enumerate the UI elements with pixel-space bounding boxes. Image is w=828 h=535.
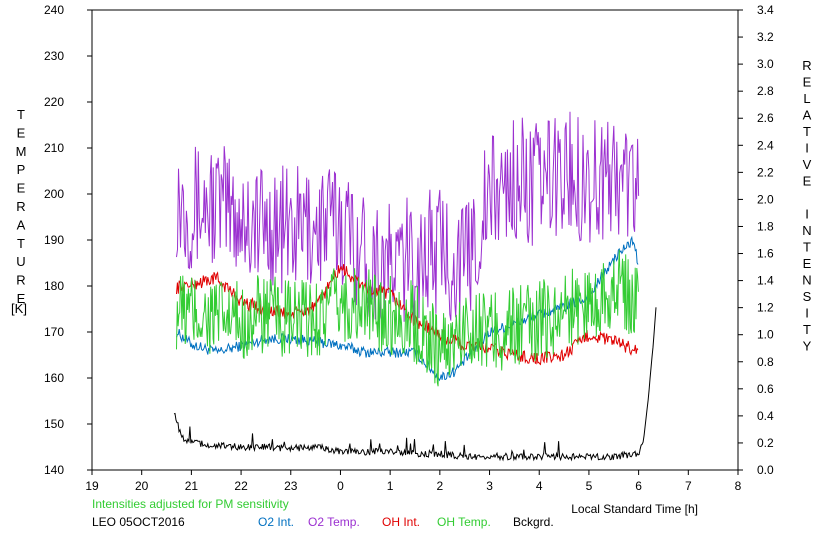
y-left-tick-label: 200: [44, 187, 64, 201]
series-line-oh-temp: [176, 249, 639, 387]
x-tick-label: 3: [486, 479, 493, 493]
note-text: Intensities adjusted for PM sensitivity: [92, 497, 289, 511]
x-tick-label: 5: [586, 479, 593, 493]
series-line-bckgrd: [173, 307, 657, 462]
legend-item: O2 Temp.: [308, 515, 360, 529]
x-tick-label: 6: [635, 479, 642, 493]
y-right-tick-label: 2.8: [757, 84, 774, 98]
x-tick-label: 21: [185, 479, 199, 493]
x-tick-label: 1: [387, 479, 394, 493]
x-tick-label: 2: [437, 479, 444, 493]
y-left-tick-label: 140: [44, 463, 64, 477]
y-right-tick-label: 3.0: [757, 57, 774, 71]
series-line-o2-temp: [176, 111, 640, 322]
legend-item: OH Temp.: [437, 515, 491, 529]
y-left-tick-label: 190: [44, 233, 64, 247]
y-right-tick-label: 0.8: [757, 355, 774, 369]
y-right-tick-label: 2.2: [757, 165, 774, 179]
y-right-tick-label: 1.0: [757, 328, 774, 342]
y-left-tick-label: 210: [44, 141, 64, 155]
x-tick-label: 8: [735, 479, 742, 493]
legend: O2 Int. O2 Temp. OH Int. OH Temp. Bckgrd.: [258, 515, 554, 529]
tick-labels: 19 20 21 22 23 0 1 2 3 4 5 6 7 8140150160170180190200…: [44, 3, 774, 493]
x-tick-label: 22: [234, 479, 248, 493]
x-tick-label: 7: [685, 479, 692, 493]
y-right-tick-label: 2.6: [757, 111, 774, 125]
y-right-tick-label: 0.4: [757, 409, 774, 423]
y-right-tick-label: 0.2: [757, 436, 774, 450]
y-right-tick-label: 1.4: [757, 274, 774, 288]
y-right-tick-label: 2.0: [757, 192, 774, 206]
y-left-tick-label: 240: [44, 3, 64, 17]
y-left-tick-label: 160: [44, 371, 64, 385]
series-layer: [173, 111, 657, 462]
plot-frame: [91, 9, 739, 471]
x-tick-label: 20: [135, 479, 149, 493]
y-right-tick-label: 2.4: [757, 138, 774, 152]
y-right-tick-label: 0.0: [757, 463, 774, 477]
x-tick-label: 0: [337, 479, 344, 493]
axis-ticks: [87, 9, 743, 475]
x-axis-label: Local Standard Time [h]: [571, 502, 698, 516]
y-right-tick-label: 0.6: [757, 382, 774, 396]
y-left-tick-label: 220: [44, 95, 64, 109]
y-right-tick-label: 3.2: [757, 30, 774, 44]
x-tick-label: 19: [85, 479, 99, 493]
series-line-oh-int: [176, 264, 639, 366]
y-left-tick-label: 230: [44, 49, 64, 63]
legend-item: O2 Int.: [258, 515, 294, 529]
y-axis-left-unit: [K]: [11, 301, 27, 316]
y-right-tick-label: 1.2: [757, 301, 774, 315]
series-line-o2-int: [176, 235, 639, 382]
x-tick-label: 23: [284, 479, 298, 493]
y-left-tick-label: 170: [44, 325, 64, 339]
y-left-tick-label: 150: [44, 417, 64, 431]
y-left-tick-label: 180: [44, 279, 64, 293]
y-right-tick-label: 1.6: [757, 247, 774, 261]
y-right-tick-label: 1.8: [757, 219, 774, 233]
y-right-tick-label: 3.4: [757, 3, 774, 17]
station-date-text: LEO 05OCT2016: [92, 515, 185, 529]
legend-item: OH Int.: [382, 515, 420, 529]
x-tick-label: 4: [536, 479, 543, 493]
legend-item: Bckgrd.: [513, 515, 554, 529]
